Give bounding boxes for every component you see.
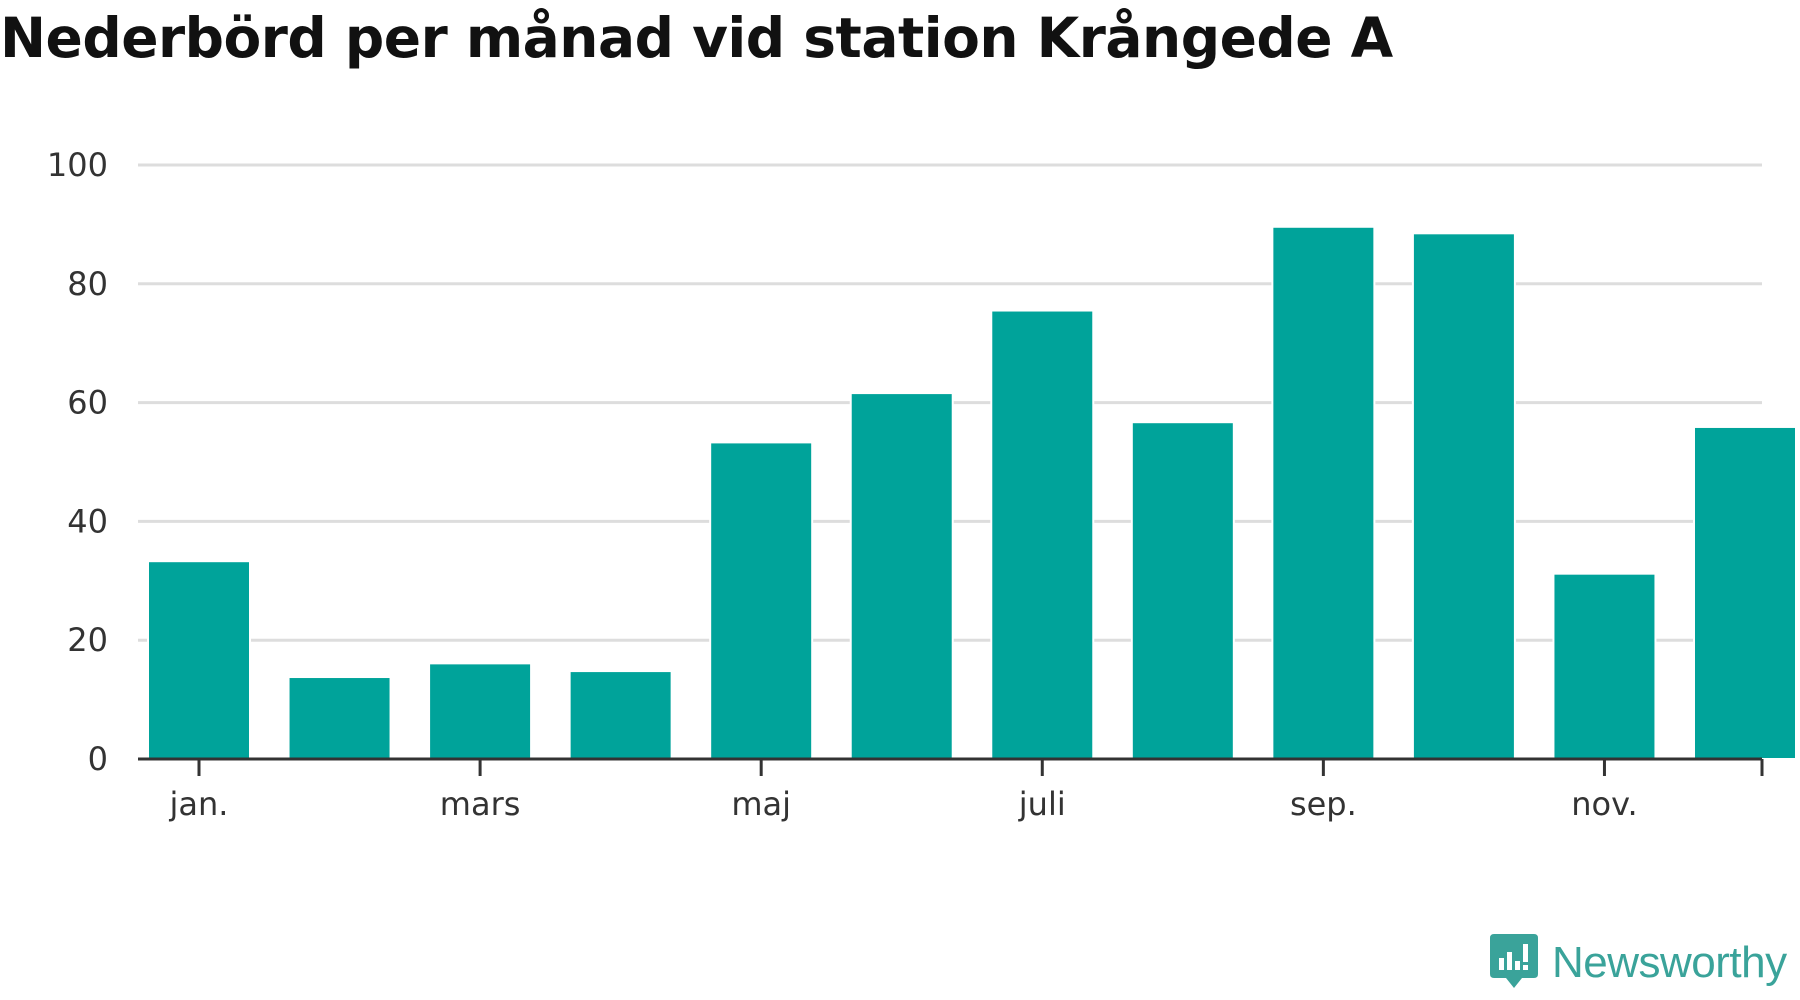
bar-10 [1411, 232, 1516, 760]
brand-logo: Newsworthy [1490, 934, 1787, 992]
bar-5 [709, 441, 814, 760]
y-axis-tick-labels: 0 20 40 60 80 100 [47, 146, 108, 778]
bar-11 [1552, 572, 1657, 760]
x-tick-label: jan. [169, 785, 229, 823]
y-tick-label: 0 [88, 740, 108, 778]
bar-8 [1130, 421, 1235, 760]
bar-7 [990, 309, 1095, 760]
bars [147, 225, 1797, 761]
bar-9 [1271, 225, 1376, 760]
chart-title: Nederbörd per månad vid station Krångede… [0, 6, 1393, 70]
y-tick-label: 20 [67, 621, 108, 659]
x-axis-tick-labels: jan. mars maj juli sep. nov. [169, 785, 1638, 823]
newsworthy-logo-icon [1490, 934, 1538, 988]
y-tick-label: 80 [67, 265, 108, 303]
x-axis [138, 757, 1764, 776]
y-tick-label: 100 [47, 146, 108, 184]
x-tick-label: maj [731, 785, 791, 823]
bar-4 [568, 670, 673, 761]
x-tick-label: mars [440, 785, 521, 823]
brand-name: Newsworthy [1552, 938, 1787, 987]
bar-12 [1693, 425, 1797, 760]
x-tick-label: juli [1018, 785, 1066, 823]
y-tick-label: 60 [67, 384, 108, 422]
bar-6 [849, 392, 954, 760]
x-tick-label: sep. [1290, 785, 1357, 823]
y-tick-label: 40 [67, 502, 108, 540]
bar-1 [147, 560, 251, 760]
bar-2 [287, 676, 392, 761]
bar-3 [428, 662, 533, 761]
x-tick-label: nov. [1571, 785, 1637, 823]
